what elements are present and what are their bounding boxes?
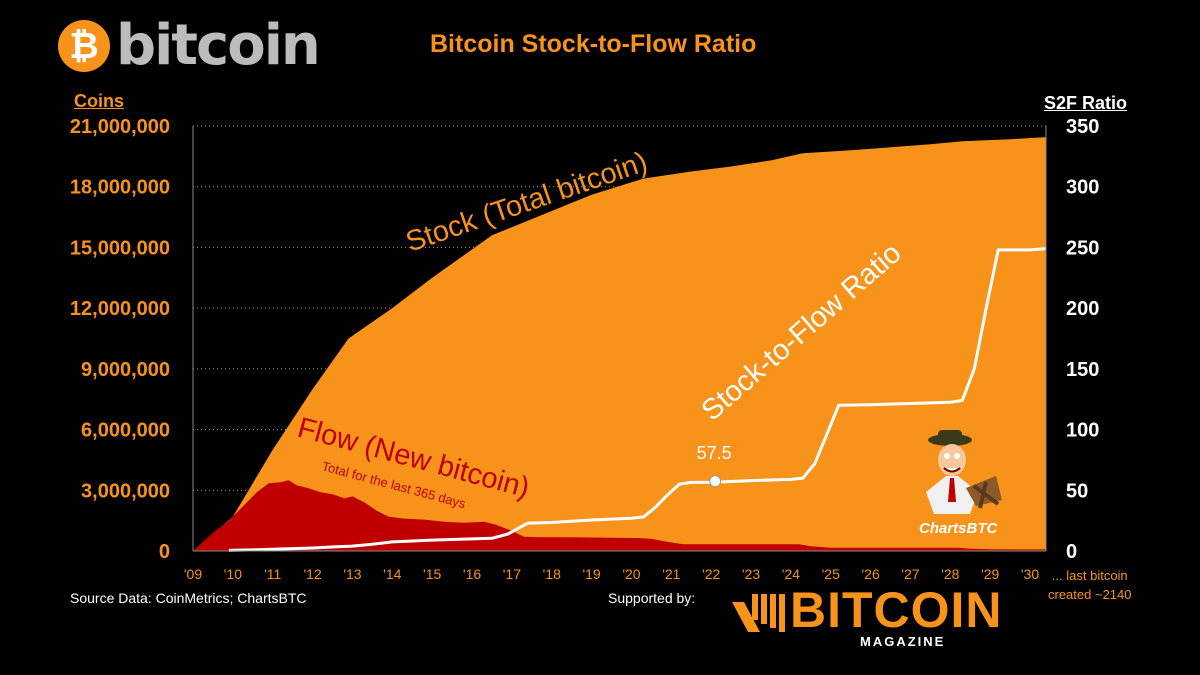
x-tick-label: '29 (981, 566, 999, 582)
left-tick-label: 9,000,000 (81, 359, 170, 381)
x-tick-label: '14 (383, 566, 401, 582)
left-tick-label: 0 (159, 541, 170, 563)
bitcoin-magazine-icon (732, 594, 785, 632)
right-tick-label: 200 (1066, 298, 1099, 320)
source-note: Source Data: CoinMetrics; ChartsBTC (70, 590, 307, 606)
x-tick-label: '23 (742, 566, 760, 582)
x-tick-label: '19 (582, 566, 600, 582)
x-tick-label: '24 (782, 566, 800, 582)
right-tick-label: 50 (1066, 480, 1088, 502)
left-tick-label: 15,000,000 (70, 237, 170, 259)
cartoon-mascot-icon (926, 430, 1002, 514)
right-tick-label: 0 (1066, 541, 1077, 563)
last-bitcoin-note-line2: created ~2140 (1048, 587, 1132, 602)
last-bitcoin-note-line1: ... last bitcoin (1051, 568, 1128, 583)
s2f-marker-label: 57.5 (697, 443, 732, 463)
left-tick-label: 12,000,000 (70, 298, 170, 320)
stock-area (193, 137, 1046, 551)
bitcoin-logo: ₿ bitcoin (58, 13, 321, 78)
x-tick-label: '16 (463, 566, 481, 582)
x-tick-label: '13 (343, 566, 361, 582)
x-tick-label: '30 (1021, 566, 1039, 582)
right-tick-label: 350 (1066, 116, 1099, 138)
bitcoin-magazine-subtitle: MAGAZINE (860, 634, 946, 649)
mascot-label: ChartsBTC (919, 520, 998, 537)
x-tick-label: '26 (861, 566, 879, 582)
bitcoin-symbol-icon: ₿ (58, 20, 110, 72)
x-tick-label: '28 (941, 566, 959, 582)
chart-title: Bitcoin Stock-to-Flow Ratio (430, 30, 757, 58)
right-tick-label: 150 (1066, 359, 1099, 381)
right-tick-label: 300 (1066, 177, 1099, 199)
x-tick-label: '09 (184, 566, 202, 582)
right-axis-label: S2F Ratio (1044, 93, 1128, 113)
right-tick-label: 250 (1066, 237, 1099, 259)
x-tick-label: '25 (822, 566, 840, 582)
left-tick-label: 18,000,000 (70, 177, 170, 199)
last-bitcoin-note: ... last bitcoin created ~2140 (1048, 566, 1131, 604)
x-tick-label: '10 (224, 566, 242, 582)
x-tick-label: '27 (901, 566, 919, 582)
bitcoin-magazine-wordmark: BITCOIN (790, 582, 1003, 638)
bitcoin-wordmark: bitcoin (116, 13, 321, 78)
left-tick-label: 6,000,000 (81, 420, 170, 442)
bitcoin-magazine-logo: BITCOIN MAGAZINE (730, 582, 1003, 649)
left-tick-label: 3,000,000 (81, 480, 170, 502)
left-tick-label: 21,000,000 (70, 116, 170, 138)
right-tick-label: 100 (1066, 420, 1099, 442)
flow-area (193, 480, 1046, 551)
left-axis-label: Coins (74, 91, 125, 111)
x-tick-label: '21 (662, 566, 680, 582)
supported-by-label: Supported by: (608, 590, 696, 606)
x-tick-label: '18 (543, 566, 561, 582)
s2f-line (228, 247, 1047, 552)
x-tick-label: '17 (503, 566, 521, 582)
x-tick-label: '22 (702, 566, 720, 582)
s2f-marker (709, 475, 722, 488)
x-tick-label: '20 (622, 566, 640, 582)
x-tick-label: '12 (303, 566, 321, 582)
x-tick-label: '11 (264, 566, 281, 582)
x-tick-label: '15 (423, 566, 441, 582)
